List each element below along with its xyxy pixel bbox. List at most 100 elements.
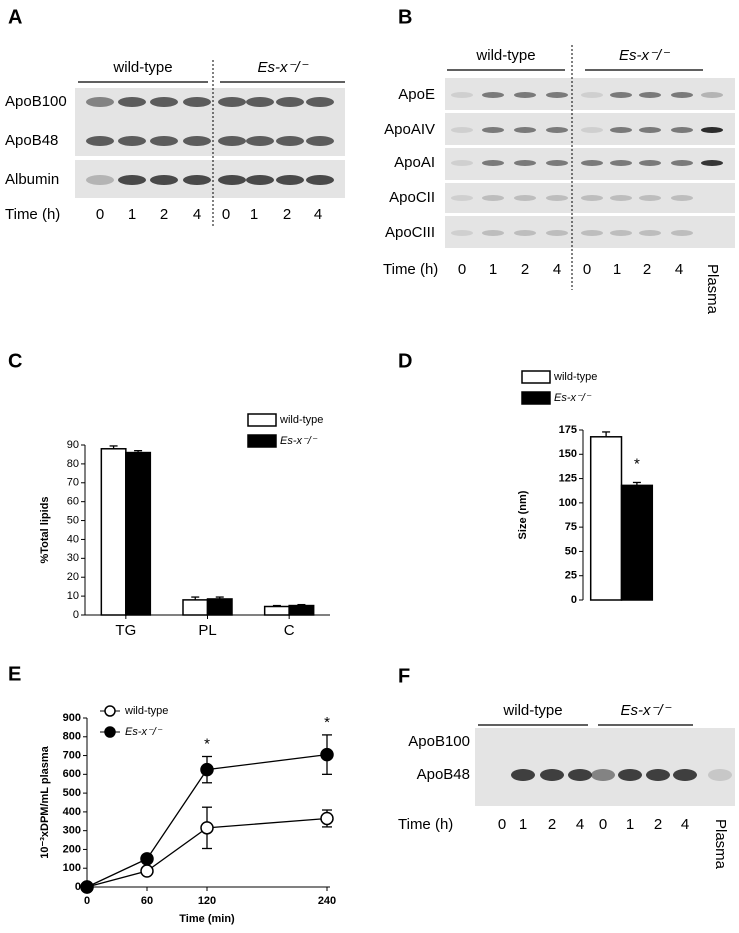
blot-band [218,97,246,107]
blot-band [276,97,304,107]
y-tick-label: 0 [73,609,79,621]
blot-band [218,175,246,185]
panel-letter: B [398,6,412,28]
bar [100,448,127,616]
blot-band [118,136,146,146]
blot-band [183,97,211,107]
blot-band [591,769,615,781]
blot-band [546,92,568,98]
lane-label: 1 [626,816,634,833]
y-tick-label: 20 [67,571,79,583]
blot-band [482,195,504,201]
blot-band [610,127,632,133]
row-label: ApoB100 [5,93,67,110]
blot-band [540,769,564,781]
x-tick-label: 0 [84,895,90,907]
y-tick-label: 100 [559,497,577,509]
y-tick-label: 600 [63,768,81,780]
marker [80,880,94,894]
legend-label: wild-type [124,705,168,717]
panel-letter: D [398,350,412,372]
x-tick-label: TG [115,622,136,639]
line [86,817,328,888]
blot-band [482,230,504,236]
blot-band [246,136,274,146]
y-axis-label: 10⁻³xDPM/mL plasma [39,745,51,858]
lane-label: 0 [222,206,230,223]
group-label: Es-x⁻/⁻ [620,702,671,719]
group-label: wild-type [475,47,535,64]
blot-band [150,136,178,146]
x-tick-label: 240 [318,895,336,907]
lane-label: 2 [521,261,529,278]
lane-label: 4 [681,816,689,833]
lane-label: 1 [613,261,621,278]
legend-swatch [521,391,551,405]
blot-band [639,92,661,98]
row-label: ApoB100 [408,733,470,750]
y-tick-label: 100 [63,862,81,874]
blot-band [671,127,693,133]
group-label: wild-type [502,702,562,719]
blot-band [581,127,603,133]
lane-label: 1 [250,206,258,223]
lane-label: Plasma [712,819,729,870]
lane-label: 4 [193,206,201,223]
blot-band [150,175,178,185]
blot-band [514,127,536,133]
blot-band [671,92,693,98]
y-tick-label: 70 [67,477,79,489]
lane-label: 4 [314,206,322,223]
blot-band [276,136,304,146]
blot-band [451,127,473,133]
blot-band [639,160,661,166]
row-label: ApoCII [389,189,435,206]
row-label: ApoAI [394,154,435,171]
blot-band [482,160,504,166]
annotation: * [204,735,210,752]
blot-band [581,92,603,98]
blot-band [218,136,246,146]
legend-label: Es-x⁻/⁻ [554,392,592,404]
marker [200,762,214,777]
y-tick-label: 60 [67,496,79,508]
y-tick-label: 0 [75,881,81,893]
blot-band [86,175,114,185]
blot-band [581,230,603,236]
blot-band [451,195,473,201]
lane-label: 4 [553,261,561,278]
blot-band [701,127,723,133]
blot-strip [445,183,735,213]
blot-band [482,92,504,98]
blot-band [183,175,211,185]
lane-label: 0 [96,206,104,223]
marker [140,852,154,866]
legend-label: Es-x⁻/⁻ [125,726,163,738]
annotation: * [324,714,330,731]
y-tick-label: 75 [565,521,577,533]
legend-label: wild-type [553,371,597,383]
y-tick-label: 30 [67,552,79,564]
bar [182,599,209,616]
lane-label: 0 [458,261,466,278]
y-tick-label: 175 [559,424,577,436]
blot-band [451,92,473,98]
row-label: ApoB48 [5,132,58,149]
y-tick-label: 125 [559,472,577,484]
y-tick-label: 700 [63,749,81,761]
lane-label: 1 [519,816,527,833]
row-label: ApoCIII [385,224,435,241]
blot-band [150,97,178,107]
lane-label: 2 [643,261,651,278]
blot-band [86,97,114,107]
bar [589,436,623,601]
blot-band [183,136,211,146]
blot-strip [445,216,735,248]
y-tick-label: 200 [63,843,81,855]
marker [320,747,334,762]
y-tick-label: 25 [565,570,577,582]
blot-band [306,97,334,107]
blot-band [546,195,568,201]
blot-band [118,97,146,107]
blot-band [639,195,661,201]
